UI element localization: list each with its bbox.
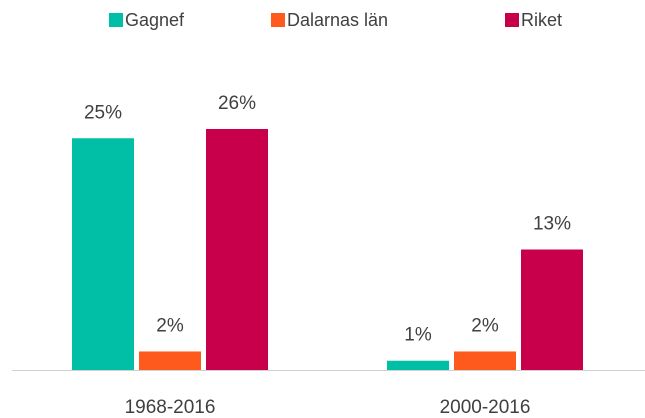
legend-swatch [505,13,519,27]
legend-label: Dalarnas län [287,10,388,30]
bar [206,129,268,370]
data-label: 2% [156,315,184,336]
data-label: 13% [533,214,571,235]
x-tick-label: 2000-2016 [440,397,531,418]
data-label: 26% [218,93,256,114]
bar [454,351,516,370]
bar [72,138,134,370]
bar [521,249,583,370]
legend-label: Gagnef [125,10,185,30]
bar [139,351,201,370]
data-label: 25% [84,102,122,123]
data-label: 2% [471,315,499,336]
data-label: 1% [404,325,432,346]
legend-swatch [271,13,285,27]
x-tick-label: 1968-2016 [125,397,216,418]
bar [387,360,449,370]
legend-swatch [109,13,123,27]
legend-label: Riket [521,10,562,30]
